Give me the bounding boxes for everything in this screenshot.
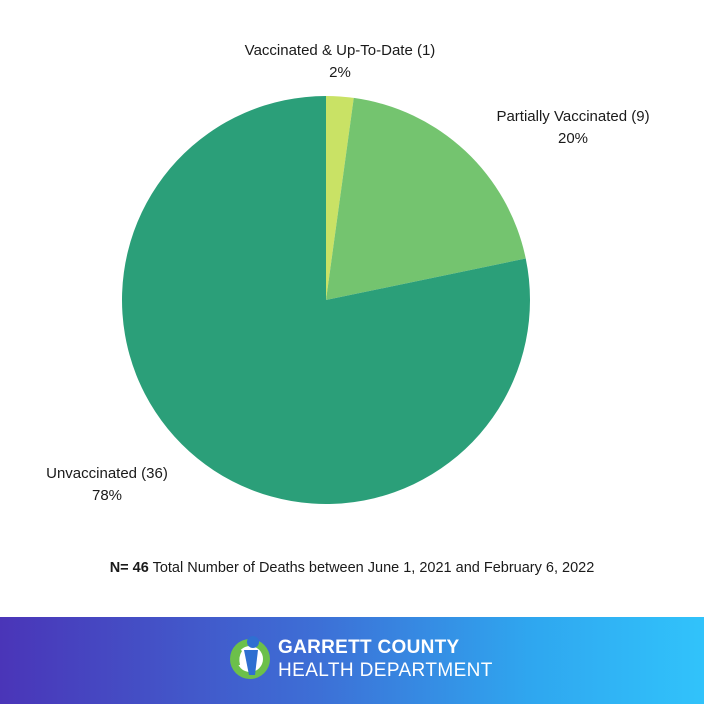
- organization-name-line-1: GARRETT COUNTY: [278, 637, 460, 658]
- pie-slice-unvaccinated: [122, 96, 530, 504]
- slice-label-unvaccinated: Unvaccinated (36) 78%: [20, 463, 194, 507]
- slice-label-vaccinated: Vaccinated & Up-To-Date (1) 2%: [200, 40, 480, 84]
- footnote-text: Total Number of Deaths between June 1, 2…: [148, 560, 595, 576]
- chart-footnote: N= 46 Total Number of Deaths between Jun…: [0, 560, 704, 576]
- sample-size: N= 46: [109, 560, 149, 576]
- slice-label-text: Unvaccinated (36): [46, 465, 168, 482]
- slice-percent: 78%: [91, 487, 123, 504]
- person-icon: [230, 636, 270, 679]
- organization-banner: GARRETT COUNTY HEALTH DEPARTMENT: [0, 617, 704, 704]
- slice-label-text: Vaccinated & Up-To-Date (1): [244, 42, 436, 59]
- slice-percent: 2%: [329, 64, 351, 81]
- slice-percent: 20%: [557, 130, 589, 147]
- slice-label-text: Partially Vaccinated (9): [496, 108, 650, 125]
- organization-name-line-2: HEALTH DEPARTMENT: [278, 660, 493, 681]
- slice-label-partially-vaccinated: Partially Vaccinated (9) 20%: [470, 106, 676, 150]
- pie-slice-vaccinated: [326, 96, 354, 300]
- pie-slice-partially-vaccinated: [326, 97, 526, 300]
- pie-chart: [122, 96, 530, 504]
- organization-name: GARRETT COUNTY HEALTH DEPARTMENT: [278, 637, 493, 683]
